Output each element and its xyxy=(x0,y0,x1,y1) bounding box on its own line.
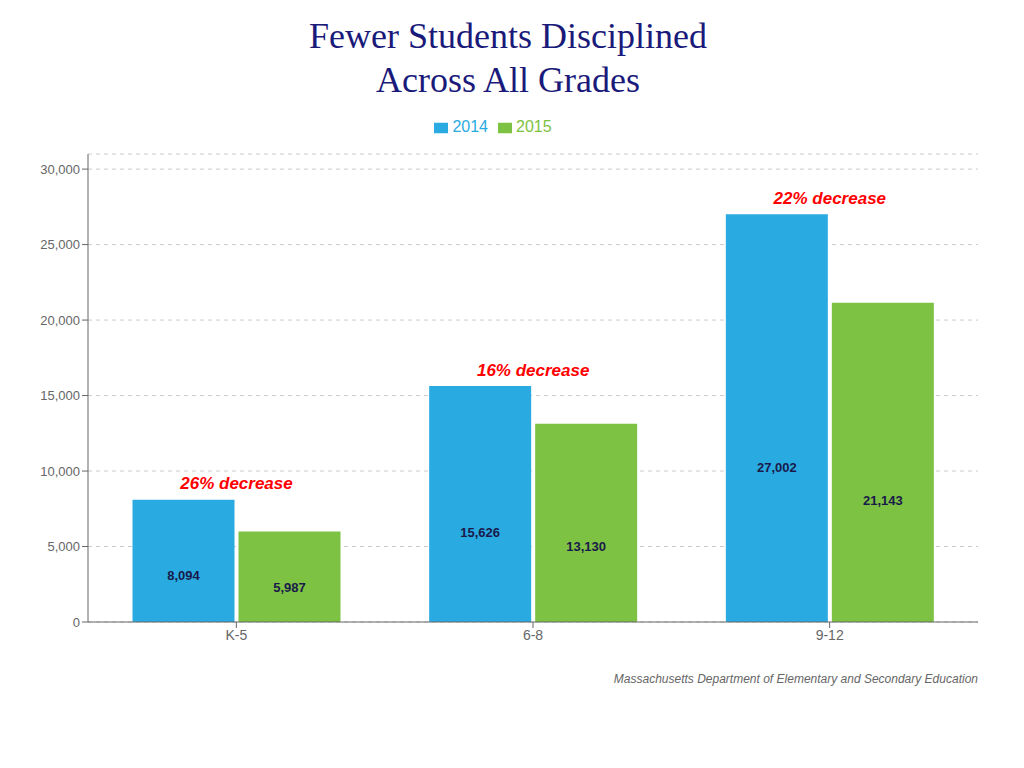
html-text:Across All Grades: Across All Grades xyxy=(376,60,640,100)
svg-text:9-12: 9-12 xyxy=(816,627,844,643)
svg-text:5,000: 5,000 xyxy=(47,539,80,554)
svg-text:13,130: 13,130 xyxy=(566,539,606,554)
html-text:Fewer Students Disciplined: Fewer Students Disciplined xyxy=(309,16,707,56)
svg-text:30,000: 30,000 xyxy=(40,162,80,177)
svg-text:0: 0 xyxy=(73,615,80,630)
svg-text:25,000: 25,000 xyxy=(40,237,80,252)
svg-text:26% decrease: 26% decrease xyxy=(179,474,292,493)
svg-text:6-8: 6-8 xyxy=(523,627,543,643)
svg-text:10,000: 10,000 xyxy=(40,464,80,479)
svg-text:21,143: 21,143 xyxy=(863,493,903,508)
svg-text:5,987: 5,987 xyxy=(273,580,306,595)
html-text:2014: 2014 xyxy=(452,118,488,135)
svg-text:27,002: 27,002 xyxy=(757,460,797,475)
svg-text:K-5: K-5 xyxy=(225,627,247,643)
svg-text:15,626: 15,626 xyxy=(460,525,500,540)
html-text:Massachusetts Department of El: Massachusetts Department of Elementary a… xyxy=(613,672,978,686)
svg-text:15,000: 15,000 xyxy=(40,388,80,403)
svg-text:8,094: 8,094 xyxy=(167,568,200,583)
svg-text:20,000: 20,000 xyxy=(40,313,80,328)
svg-text:16% decrease: 16% decrease xyxy=(477,361,589,380)
html-text:2015: 2015 xyxy=(516,118,552,135)
svg-text:22% decrease: 22% decrease xyxy=(773,189,886,208)
